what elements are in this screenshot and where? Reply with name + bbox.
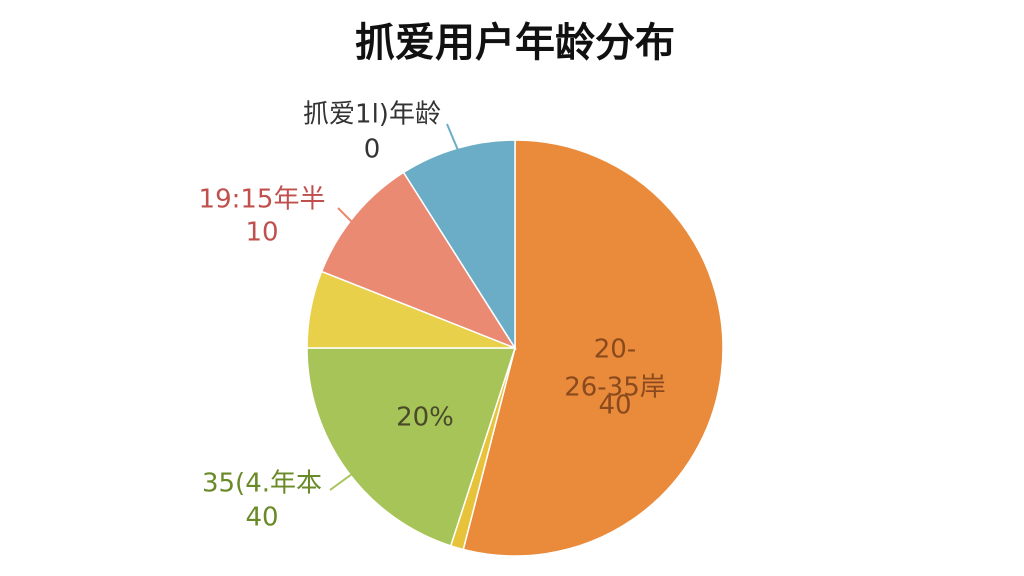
chart-title: 抓爱用户年龄分布 — [355, 20, 675, 66]
pie-slice — [462, 139, 724, 557]
leader-line — [337, 207, 357, 227]
pie — [306, 139, 724, 557]
slice-label: 40 — [245, 503, 278, 533]
slice-label: 10 — [245, 218, 278, 248]
slice-label: 20% — [396, 403, 454, 433]
slice-label: 20- — [594, 335, 636, 365]
slice-label: 19:15年半 — [199, 185, 326, 215]
slice-label: 26-35岸 — [564, 373, 666, 403]
slice-label: 抓爱1l)年龄 — [303, 100, 441, 130]
slice-label: 35(4.年本 — [202, 469, 322, 499]
pie-slice — [306, 347, 517, 547]
leader-line — [446, 123, 461, 156]
pie-slice — [320, 171, 517, 350]
leader-lines — [329, 123, 461, 491]
slice-label: 40 — [598, 391, 631, 421]
slice-label: 0 — [364, 135, 381, 165]
leader-line — [329, 473, 353, 491]
